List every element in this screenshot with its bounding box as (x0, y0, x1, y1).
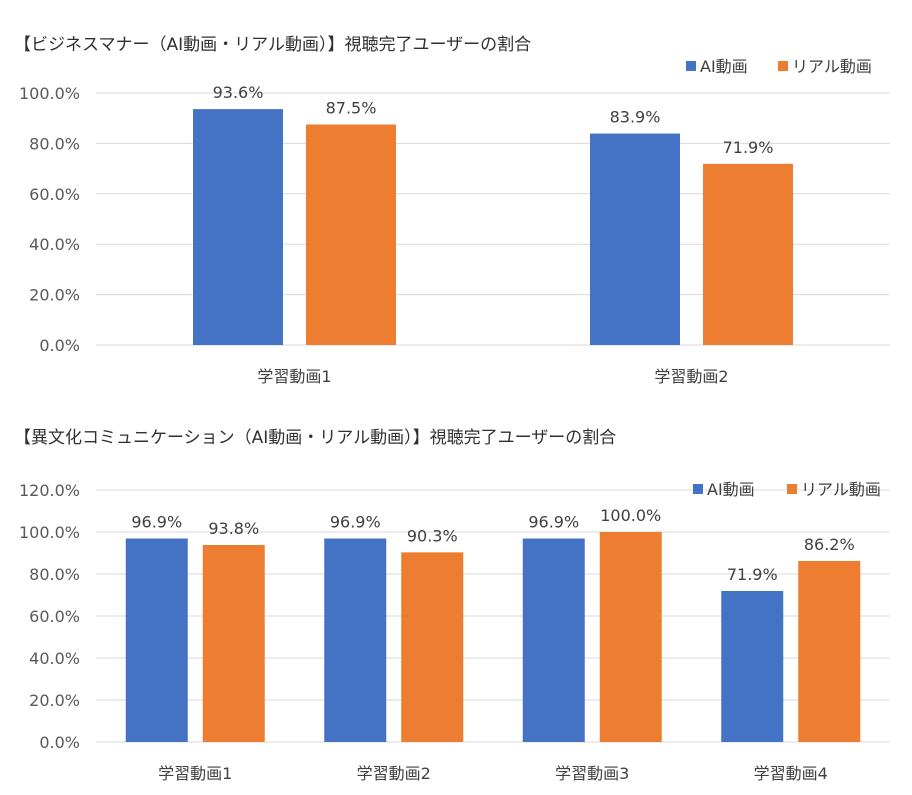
data-label: 96.9% (528, 513, 579, 532)
y-tick-label: 20.0% (29, 691, 80, 710)
bar-ai (324, 538, 387, 742)
data-label: 86.2% (804, 535, 855, 554)
legend-swatch (693, 484, 703, 494)
bar-real (401, 552, 464, 742)
y-tick-label: 80.0% (29, 565, 80, 584)
chart-title: 【異文化コミュニケーション（AI動画・リアル動画）】視聴完了ユーザーの割合 (14, 428, 616, 448)
bar-ai (721, 591, 784, 742)
legend-swatch (686, 61, 696, 71)
y-tick-label: 0.0% (39, 733, 80, 752)
category-label: 学習動画2 (357, 764, 431, 783)
data-label: 100.0% (600, 506, 661, 525)
y-tick-label: 0.0% (39, 336, 80, 355)
legend-label: AI動画 (707, 480, 755, 499)
y-tick-label: 40.0% (29, 235, 80, 254)
legend-label: AI動画 (700, 57, 748, 76)
y-tick-label: 20.0% (29, 286, 80, 305)
data-label: 93.8% (208, 519, 259, 538)
data-label: 71.9% (723, 138, 774, 157)
category-label: 学習動画3 (555, 764, 629, 783)
bar-real (703, 163, 793, 345)
bar-real (599, 532, 662, 742)
data-label: 93.6% (213, 83, 264, 102)
category-label: 学習動画4 (754, 764, 828, 783)
data-label: 96.9% (131, 513, 182, 532)
bar-real (798, 560, 861, 742)
bar-real (306, 124, 396, 345)
legend-swatch (787, 484, 797, 494)
y-tick-label: 100.0% (19, 84, 80, 103)
y-tick-label: 60.0% (29, 185, 80, 204)
data-label: 96.9% (330, 513, 381, 532)
category-label: 学習動画2 (654, 367, 728, 386)
bar-ai (125, 538, 188, 742)
bar-ai (193, 109, 283, 346)
y-tick-label: 100.0% (19, 523, 80, 542)
legend-label: リアル動画 (792, 57, 872, 76)
data-label: 87.5% (326, 99, 377, 118)
bar-real (202, 545, 265, 742)
bar-ai (590, 133, 680, 345)
bar-ai (522, 538, 585, 742)
y-tick-label: 80.0% (29, 134, 80, 153)
data-label: 83.9% (610, 108, 661, 127)
legend-swatch (778, 61, 788, 71)
data-label: 90.3% (407, 526, 458, 545)
y-tick-label: 120.0% (19, 481, 80, 500)
category-label: 学習動画1 (158, 764, 232, 783)
y-tick-label: 40.0% (29, 649, 80, 668)
y-tick-label: 60.0% (29, 607, 80, 626)
category-label: 学習動画1 (257, 367, 331, 386)
data-label: 71.9% (727, 565, 778, 584)
legend-label: リアル動画 (801, 480, 881, 499)
chart-title: 【ビジネスマナー（AI動画・リアル動画）】視聴完了ユーザーの割合 (14, 35, 531, 55)
